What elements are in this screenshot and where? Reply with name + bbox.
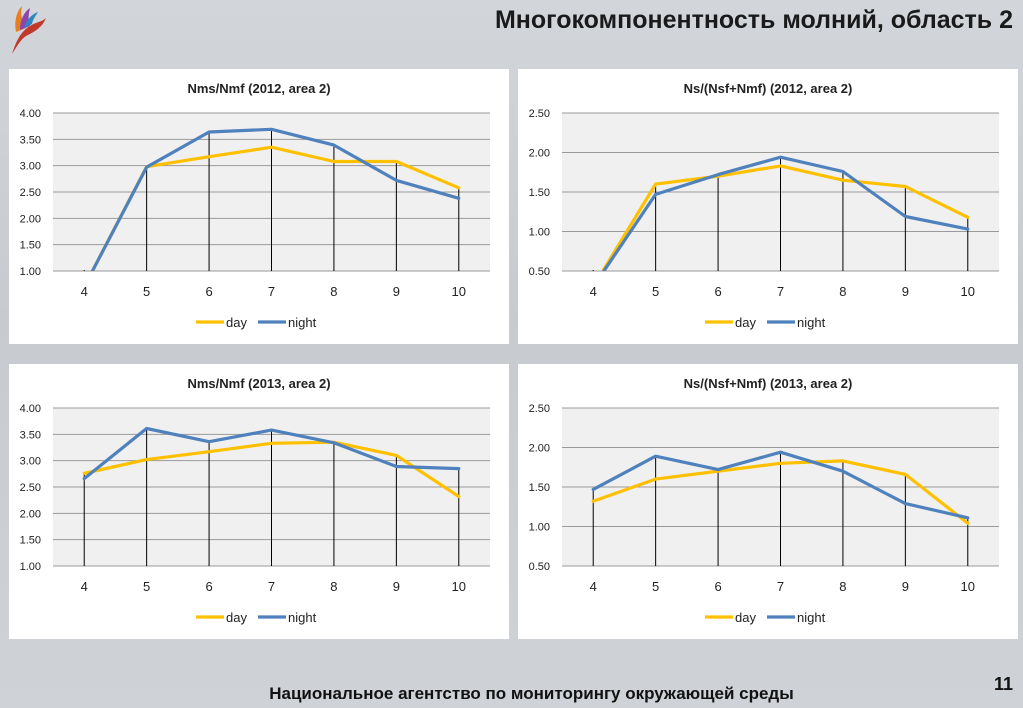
y-tick-label: 3.00 — [20, 161, 41, 173]
y-tick-label: 2.50 — [20, 482, 41, 494]
x-tick-label: 8 — [330, 579, 337, 594]
x-tick-label: 4 — [81, 284, 88, 299]
chart-title: Ns/(Nsf+Nmf) (2012, area 2) — [684, 81, 853, 96]
x-tick-label: 5 — [652, 579, 659, 594]
legend-label-night: night — [288, 610, 317, 625]
page-number: 11 — [993, 674, 1013, 694]
x-tick-label: 10 — [961, 284, 975, 299]
x-tick-label: 9 — [393, 284, 400, 299]
legend-label-day: day — [226, 315, 247, 330]
x-tick-label: 9 — [393, 579, 400, 594]
chart-title: Nms/Nmf (2012, area 2) — [187, 81, 330, 96]
x-tick-label: 8 — [330, 284, 337, 299]
x-tick-label: 8 — [839, 579, 846, 594]
slide-title: Многокомпонентность молний, область 2 — [494, 6, 1013, 34]
chart-panel-3: Nms/Nmf (2013, area 2) 1.00 1.50 2.00 2.50 3.… — [9, 364, 509, 639]
x-tick-label: 7 — [268, 579, 275, 594]
y-tick-label: 2.50 — [529, 403, 550, 415]
x-tick-label: 4 — [590, 284, 597, 299]
y-tick-label: 1.50 — [20, 240, 41, 252]
x-tick-label: 6 — [205, 579, 212, 594]
x-tick-label: 6 — [205, 284, 212, 299]
footer-agency-name: Национальное агентство по мониторингу ок… — [269, 684, 794, 703]
y-tick-label: 4.00 — [20, 108, 41, 120]
y-tick-label: 1.00 — [529, 522, 550, 534]
y-tick-label: 1.50 — [529, 187, 550, 199]
y-tick-label: 2.00 — [20, 213, 41, 225]
chart-panel-4: Ns/(Nsf+Nmf) (2013, area 2) 0.50 1.00 1.50 2… — [518, 364, 1018, 639]
x-tick-label: 5 — [143, 579, 150, 594]
chart-svg: Ns/(Nsf+Nmf) (2013, area 2) 0.50 1.00 1.50 2… — [529, 376, 999, 625]
y-tick-label: 1.50 — [20, 535, 41, 547]
x-tick-label: 9 — [902, 579, 909, 594]
x-tick-label: 9 — [902, 284, 909, 299]
legend-label-night: night — [797, 315, 826, 330]
series-line-day — [591, 459, 970, 525]
series-line-day — [600, 164, 970, 271]
chart-title: Ns/(Nsf+Nmf) (2013, area 2) — [684, 376, 853, 391]
y-tick-label: 2.50 — [529, 108, 550, 120]
y-tick-label: 3.50 — [20, 134, 41, 146]
y-tick-label: 1.50 — [529, 482, 550, 494]
legend-label-day: day — [226, 610, 247, 625]
y-tick-label: 3.50 — [20, 429, 41, 441]
y-tick-label: 1.00 — [20, 266, 41, 278]
chart-svg: Ns/(Nsf+Nmf) (2012, area 2) 0.50 1.00 1.50 2… — [529, 81, 999, 330]
y-tick-label: 0.50 — [529, 561, 550, 573]
y-tick-label: 1.00 — [20, 561, 41, 573]
x-tick-label: 10 — [961, 579, 975, 594]
y-tick-label: 2.00 — [529, 148, 550, 160]
x-tick-label: 7 — [777, 284, 784, 299]
series-line-night — [591, 450, 970, 520]
series-line-day — [82, 440, 461, 499]
agency-logo-bird-icon — [12, 6, 46, 54]
chart-panel-1: Nms/Nmf (2012, area 2) 1.00 1.50 2.00 2.50 3.… — [9, 69, 509, 344]
x-tick-label: 7 — [777, 579, 784, 594]
series-line-night — [90, 127, 461, 271]
y-tick-label: 4.00 — [20, 403, 41, 415]
x-tick-label: 7 — [268, 284, 275, 299]
chart-panel-2: Ns/(Nsf+Nmf) (2012, area 2) 0.50 1.00 1.50 2… — [518, 69, 1018, 344]
y-tick-label: 2.00 — [20, 508, 41, 520]
x-tick-label: 5 — [652, 284, 659, 299]
x-tick-label: 10 — [452, 284, 466, 299]
chart-title: Nms/Nmf (2013, area 2) — [187, 376, 330, 391]
chart-svg: Nms/Nmf (2013, area 2) 1.00 1.50 2.00 2.50 3.… — [20, 376, 490, 625]
y-tick-label: 2.00 — [529, 443, 550, 455]
legend-label-day: day — [735, 315, 756, 330]
chart-svg: Nms/Nmf (2012, area 2) 1.00 1.50 2.00 2.50 3.… — [20, 81, 490, 330]
legend-label-day: day — [735, 610, 756, 625]
x-tick-label: 4 — [590, 579, 597, 594]
legend-label-night: night — [288, 315, 317, 330]
y-tick-label: 0.50 — [529, 266, 550, 278]
y-tick-label: 1.00 — [529, 227, 550, 239]
x-tick-label: 6 — [714, 579, 721, 594]
series-line-night — [82, 426, 461, 481]
x-tick-label: 5 — [143, 284, 150, 299]
x-tick-label: 8 — [839, 284, 846, 299]
y-tick-label: 3.00 — [20, 456, 41, 468]
x-tick-label: 4 — [81, 579, 88, 594]
legend-label-night: night — [797, 610, 826, 625]
x-tick-label: 10 — [452, 579, 466, 594]
y-tick-label: 2.50 — [20, 187, 41, 199]
series-line-night — [601, 155, 970, 271]
x-tick-label: 6 — [714, 284, 721, 299]
